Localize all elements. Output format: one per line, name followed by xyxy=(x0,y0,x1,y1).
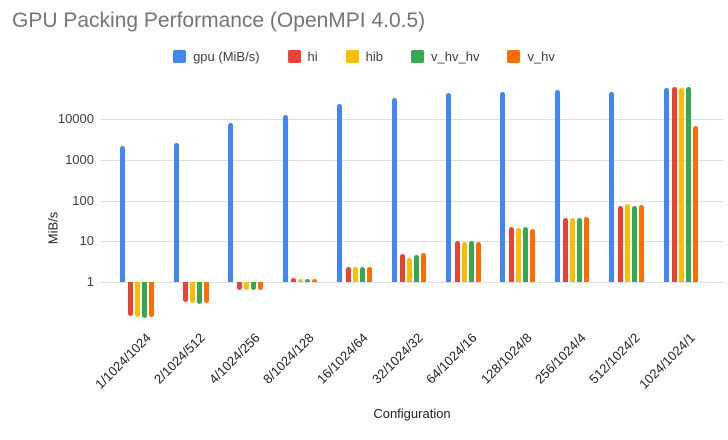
bar-v-hv-64-1024-16[interactable] xyxy=(475,242,481,282)
bar-hi-2-1024-512[interactable] xyxy=(182,282,188,303)
bar-hi-32-1024-32[interactable] xyxy=(400,253,406,282)
bar-hib-16-1024-64[interactable] xyxy=(352,267,358,282)
legend-swatch-gpu-mib-s xyxy=(173,50,187,63)
x-tick-512-1024-2: 512/1024/2 xyxy=(586,330,644,387)
x-axis-title: Configuration xyxy=(373,406,451,421)
y-tick-10000: 10000 xyxy=(57,111,94,127)
bar-hi-4-1024-256[interactable] xyxy=(236,282,242,291)
bar-hi-1024-1024-1[interactable] xyxy=(672,87,678,282)
bar-hi-64-1024-16[interactable] xyxy=(454,241,460,282)
bar-hib-1024-1024-1[interactable] xyxy=(679,88,685,282)
bar-v-hv-hv-64-1024-16[interactable] xyxy=(468,241,474,282)
bar-v-hv-hv-1-1024-1024[interactable] xyxy=(142,282,148,319)
legend: gpu (MiB/s) hi hib v_hv_hv v_hv xyxy=(0,49,728,64)
bar-hib-128-1024-8[interactable] xyxy=(515,228,521,282)
bar-hi-8-1024-128[interactable] xyxy=(291,278,297,282)
legend-label-hi: hi xyxy=(307,49,318,64)
bar-gpu-mib-s-16-1024-64[interactable] xyxy=(337,103,343,282)
bar-v-hv-256-1024-4[interactable] xyxy=(584,217,590,282)
bar-v-hv-1024-1024-1[interactable] xyxy=(693,125,699,282)
x-tick-1-1024-1024: 1/1024/1024 xyxy=(91,330,154,392)
x-tick-64-1024-16: 64/1024/16 xyxy=(423,330,480,387)
gridline-10000 xyxy=(100,119,724,121)
bar-v-hv-hv-32-1024-32[interactable] xyxy=(414,254,420,282)
y-tick-1000: 1000 xyxy=(65,151,94,167)
bar-hib-2-1024-512[interactable] xyxy=(189,282,195,303)
legend-swatch-v-hv xyxy=(507,50,521,63)
x-tick-16-1024-64: 16/1024/64 xyxy=(314,330,372,387)
bar-gpu-mib-s-128-1024-8[interactable] xyxy=(500,92,506,282)
legend-label-v-hv-hv: v_hv_hv xyxy=(431,49,480,64)
bar-v-hv-hv-8-1024-128[interactable] xyxy=(305,278,311,282)
bar-gpu-mib-s-2-1024-512[interactable] xyxy=(173,143,179,282)
legend-item-hi[interactable]: hi xyxy=(287,49,318,64)
bar-gpu-mib-s-64-1024-16[interactable] xyxy=(445,93,451,282)
y-tick-10: 10 xyxy=(79,233,94,249)
bar-hi-512-1024-2[interactable] xyxy=(617,205,623,282)
bar-v-hv-hv-16-1024-64[interactable] xyxy=(359,267,365,282)
bar-v-hv-32-1024-32[interactable] xyxy=(421,252,427,282)
bar-v-hv-512-1024-2[interactable] xyxy=(638,204,644,282)
x-tick-128-1024-8: 128/1024/8 xyxy=(477,330,535,387)
bar-v-hv-16-1024-64[interactable] xyxy=(366,266,372,282)
bar-v-hv-4-1024-256[interactable] xyxy=(257,282,263,290)
bar-hib-512-1024-2[interactable] xyxy=(624,203,630,282)
x-tick-2-1024-512: 2/1024/512 xyxy=(151,330,208,387)
legend-item-gpu-mib-s[interactable]: gpu (MiB/s) xyxy=(173,49,260,64)
bar-hib-64-1024-16[interactable] xyxy=(461,242,467,282)
legend-swatch-v-hv-hv xyxy=(411,50,425,63)
x-tick-1024-1024-1: 1024/1024/1 xyxy=(635,330,698,392)
legend-item-v-hv-hv[interactable]: v_hv_hv xyxy=(411,49,479,64)
bar-gpu-mib-s-32-1024-32[interactable] xyxy=(391,97,397,282)
bar-gpu-mib-s-1-1024-1024[interactable] xyxy=(119,146,125,282)
bar-hib-4-1024-256[interactable] xyxy=(243,282,249,290)
gridline-1000 xyxy=(100,159,724,161)
x-tick-8-1024-128: 8/1024/128 xyxy=(259,330,317,387)
bar-hib-1-1024-1024[interactable] xyxy=(135,282,141,317)
bar-hi-1-1024-1024[interactable] xyxy=(128,282,134,316)
gridline-100 xyxy=(100,200,724,202)
bar-gpu-mib-s-512-1024-2[interactable] xyxy=(609,91,615,282)
legend-swatch-hib xyxy=(345,50,359,63)
bar-v-hv-hv-4-1024-256[interactable] xyxy=(250,282,256,290)
bar-hi-256-1024-4[interactable] xyxy=(563,218,569,282)
legend-swatch-hi xyxy=(287,50,301,63)
bar-hib-256-1024-4[interactable] xyxy=(570,217,576,282)
bar-gpu-mib-s-256-1024-4[interactable] xyxy=(554,90,560,282)
x-tick-32-1024-32: 32/1024/32 xyxy=(368,330,426,387)
chart-title: GPU Packing Performance (OpenMPI 4.0.5) xyxy=(12,9,426,32)
bar-hi-128-1024-8[interactable] xyxy=(508,227,514,282)
legend-label-gpu-mib-s: gpu (MiB/s) xyxy=(193,49,260,64)
legend-label-v-hv: v_hv xyxy=(527,49,555,64)
bar-hib-32-1024-32[interactable] xyxy=(407,257,413,282)
bar-v-hv-8-1024-128[interactable] xyxy=(312,278,318,282)
bar-v-hv-hv-1024-1024-1[interactable] xyxy=(686,87,692,282)
y-tick-1: 1 xyxy=(86,274,94,289)
bar-v-hv-1-1024-1024[interactable] xyxy=(149,282,155,317)
bar-v-hv-hv-256-1024-4[interactable] xyxy=(577,217,583,282)
bar-v-hv-2-1024-512[interactable] xyxy=(203,282,209,303)
bar-v-hv-hv-2-1024-512[interactable] xyxy=(196,282,202,304)
x-tick-4-1024-256: 4/1024/256 xyxy=(205,330,263,387)
legend-item-v-hv[interactable]: v_hv xyxy=(507,49,555,64)
bar-v-hv-128-1024-8[interactable] xyxy=(529,229,535,282)
bar-hi-16-1024-64[interactable] xyxy=(345,266,351,282)
bar-gpu-mib-s-8-1024-128[interactable] xyxy=(282,114,288,282)
bar-v-hv-hv-128-1024-8[interactable] xyxy=(522,227,528,282)
legend-item-hib[interactable]: hib xyxy=(345,49,384,64)
gridline-10 xyxy=(100,241,724,243)
y-tick-100: 100 xyxy=(72,192,94,208)
x-tick-256-1024-4: 256/1024/4 xyxy=(531,330,589,387)
gridline-1 xyxy=(100,282,724,283)
legend-label-hib: hib xyxy=(365,49,384,64)
bar-v-hv-hv-512-1024-2[interactable] xyxy=(631,205,637,282)
bar-gpu-mib-s-1024-1024-1[interactable] xyxy=(663,88,669,282)
bar-hib-8-1024-128[interactable] xyxy=(298,278,304,282)
bar-gpu-mib-s-4-1024-256[interactable] xyxy=(228,122,234,282)
